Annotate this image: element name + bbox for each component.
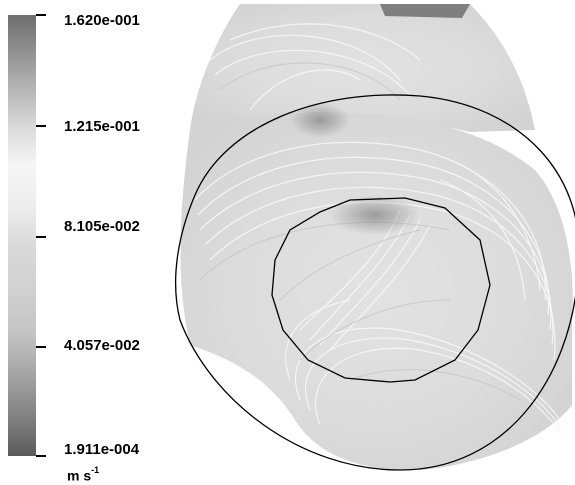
vortex-spot-upper <box>290 102 350 138</box>
swirl-region <box>180 112 573 471</box>
scale-label-min: 1.911e-004 <box>64 441 140 458</box>
outer-circle <box>175 94 575 471</box>
unit-exponent: -1 <box>91 465 100 475</box>
streamlines-shaded <box>199 62 521 401</box>
unit-label: m s-1 <box>67 465 100 484</box>
scale-label-4: 4.057e-002 <box>64 337 140 354</box>
unit-base: m s <box>67 467 92 484</box>
scale-tick <box>36 14 46 16</box>
vortex-spot-center <box>330 195 420 235</box>
scale-label-2: 1.215e-001 <box>64 118 140 135</box>
scale-label-3: 8.105e-002 <box>64 218 140 235</box>
scale-label-max: 1.620e-001 <box>64 12 140 29</box>
scale-tick <box>36 455 46 457</box>
scale-tick <box>36 236 46 238</box>
inner-circle <box>271 197 491 383</box>
scale-tick <box>36 125 46 127</box>
streamlines <box>194 23 566 441</box>
upper-dark-band <box>380 4 470 18</box>
scale-tick <box>36 346 46 348</box>
upper-flow-region <box>190 4 535 132</box>
color-scale-bar <box>8 15 36 456</box>
